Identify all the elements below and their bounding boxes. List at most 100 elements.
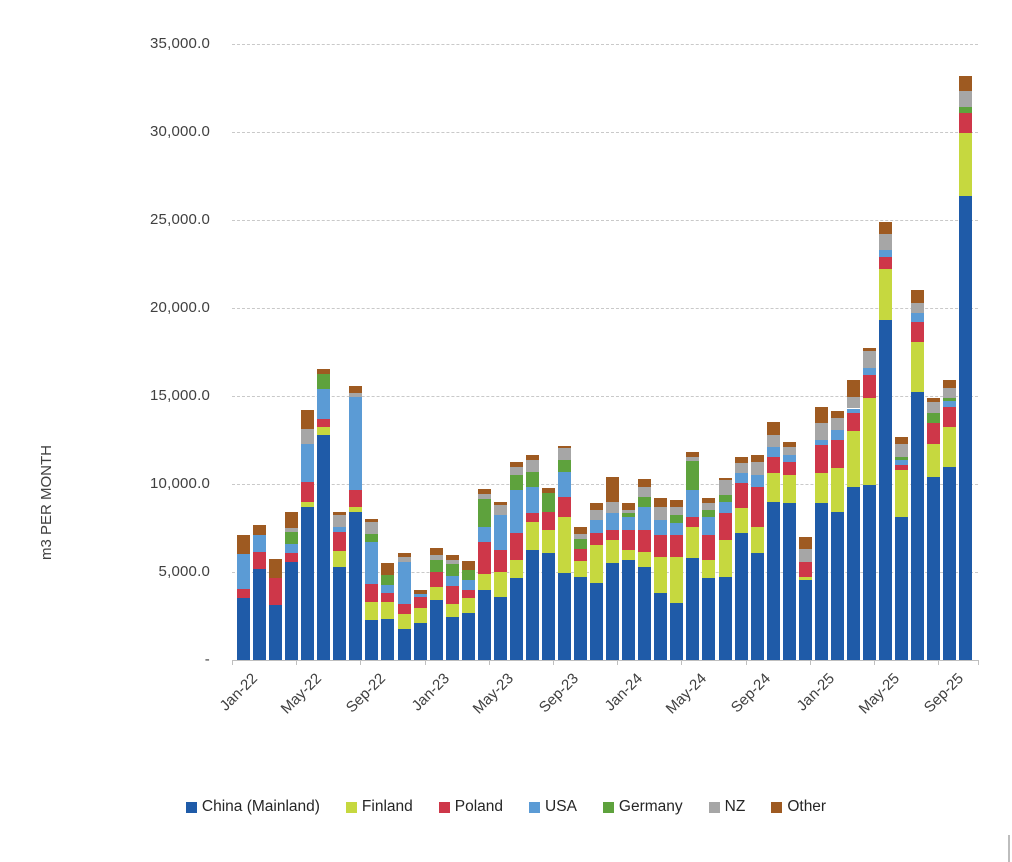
bar-segment-Other[interactable] [750, 454, 764, 462]
bar-segment-China (Mainland)[interactable] [911, 391, 925, 660]
bar-segment-NZ[interactable] [285, 528, 299, 532]
bar-segment-USA[interactable] [349, 396, 363, 491]
bar-segment-USA[interactable] [397, 561, 411, 604]
bar-segment-China (Mainland)[interactable] [670, 603, 684, 660]
bar-May-25[interactable] [879, 221, 892, 660]
bar-segment-NZ[interactable] [574, 533, 588, 540]
bar-segment-NZ[interactable] [927, 401, 941, 414]
bar-segment-USA[interactable] [846, 408, 860, 414]
bar-segment-Poland[interactable] [397, 603, 411, 614]
bar-segment-Germany[interactable] [541, 493, 555, 512]
bar-segment-NZ[interactable] [365, 522, 379, 535]
bar-segment-Finland[interactable] [702, 560, 716, 579]
bar-segment-NZ[interactable] [333, 515, 347, 528]
bar-segment-Other[interactable] [718, 478, 732, 481]
bar-segment-Finland[interactable] [927, 443, 941, 477]
bar-segment-Finland[interactable] [541, 529, 555, 554]
bar-segment-Finland[interactable] [638, 551, 652, 567]
bar-segment-Poland[interactable] [895, 465, 909, 471]
bar-segment-Finland[interactable] [686, 526, 700, 559]
bar-Jan-24[interactable] [622, 503, 636, 660]
bar-segment-NZ[interactable] [349, 392, 363, 397]
bar-segment-Finland[interactable] [445, 604, 459, 618]
bar-segment-Poland[interactable] [285, 553, 299, 562]
bar-segment-China (Mainland)[interactable] [702, 578, 716, 660]
bar-segment-USA[interactable] [445, 576, 459, 587]
bar-Jan-25[interactable] [814, 406, 828, 660]
bar-segment-USA[interactable] [670, 523, 684, 536]
bar-segment-Finland[interactable] [862, 397, 876, 486]
bar-segment-USA[interactable] [253, 535, 267, 552]
bar-segment-NZ[interactable] [959, 90, 973, 108]
bar-segment-Other[interactable] [959, 75, 973, 91]
bar-segment-Germany[interactable] [558, 459, 571, 472]
legend-item-NZ[interactable]: NZ [708, 798, 745, 816]
bar-Jun-24[interactable] [702, 497, 716, 660]
bar-segment-China (Mainland)[interactable] [766, 501, 780, 660]
bar-segment-Finland[interactable] [349, 507, 363, 513]
bar-segment-NZ[interactable] [525, 460, 539, 472]
bar-segment-Germany[interactable] [381, 574, 395, 585]
bar-segment-Finland[interactable] [574, 560, 588, 578]
bar-segment-Germany[interactable] [670, 515, 684, 524]
bar-segment-Poland[interactable] [269, 578, 283, 606]
bar-segment-China (Mainland)[interactable] [477, 590, 491, 660]
bar-Mar-23[interactable] [461, 561, 475, 660]
bar-segment-NZ[interactable] [670, 506, 684, 516]
bar-segment-USA[interactable] [237, 553, 250, 589]
bar-segment-China (Mainland)[interactable] [927, 476, 941, 660]
bar-segment-Other[interactable] [590, 503, 604, 510]
bar-segment-China (Mainland)[interactable] [317, 435, 331, 660]
bar-segment-Poland[interactable] [782, 461, 796, 476]
legend-item-Germany[interactable]: Germany [602, 798, 683, 816]
bar-segment-Finland[interactable] [959, 132, 973, 197]
bar-segment-NZ[interactable] [477, 493, 491, 499]
bar-segment-USA[interactable] [606, 513, 620, 530]
bar-Nov-23[interactable] [590, 503, 604, 660]
bar-segment-Germany[interactable] [895, 456, 909, 461]
bar-segment-China (Mainland)[interactable] [846, 486, 860, 660]
bar-segment-Poland[interactable] [541, 511, 555, 530]
bar-segment-USA[interactable] [702, 516, 716, 536]
bar-segment-Poland[interactable] [349, 490, 363, 508]
bar-segment-USA[interactable] [301, 444, 315, 483]
bar-segment-Poland[interactable] [237, 588, 250, 599]
bar-segment-USA[interactable] [654, 520, 668, 536]
bar-segment-Germany[interactable] [718, 495, 732, 502]
bar-segment-Poland[interactable] [702, 535, 716, 561]
bar-segment-NZ[interactable] [301, 429, 315, 445]
bar-segment-Finland[interactable] [798, 577, 812, 581]
bar-segment-NZ[interactable] [879, 233, 892, 251]
bar-segment-NZ[interactable] [558, 447, 571, 460]
bar-segment-NZ[interactable] [734, 463, 748, 474]
bar-segment-USA[interactable] [943, 400, 957, 407]
bar-segment-NZ[interactable] [606, 501, 620, 514]
bar-segment-China (Mainland)[interactable] [445, 617, 459, 660]
legend-item-Other[interactable]: Other [771, 798, 826, 816]
bar-segment-China (Mainland)[interactable] [237, 598, 250, 660]
bar-segment-Other[interactable] [846, 380, 860, 397]
bar-segment-Poland[interactable] [493, 550, 507, 572]
bar-Apr-25[interactable] [862, 348, 876, 660]
bar-segment-Other[interactable] [782, 441, 796, 447]
bar-segment-USA[interactable] [718, 501, 732, 514]
bar-segment-Poland[interactable] [317, 419, 331, 428]
bar-segment-Finland[interactable] [301, 502, 315, 508]
bar-segment-Finland[interactable] [525, 521, 539, 550]
bar-segment-Other[interactable] [445, 555, 459, 561]
bar-segment-Finland[interactable] [590, 544, 604, 584]
bar-segment-Poland[interactable] [525, 513, 539, 522]
bar-segment-USA[interactable] [333, 527, 347, 533]
bar-segment-China (Mainland)[interactable] [349, 512, 363, 660]
bar-segment-Finland[interactable] [895, 470, 909, 517]
bar-segment-Germany[interactable] [943, 398, 957, 401]
bar-segment-China (Mainland)[interactable] [654, 593, 668, 660]
bar-segment-Poland[interactable] [814, 445, 828, 474]
bar-segment-Finland[interactable] [911, 341, 925, 392]
bar-segment-Poland[interactable] [686, 516, 700, 527]
bar-segment-USA[interactable] [558, 471, 571, 497]
bar-segment-China (Mainland)[interactable] [879, 320, 892, 660]
bar-segment-Other[interactable] [686, 451, 700, 457]
bar-segment-Finland[interactable] [381, 601, 395, 619]
